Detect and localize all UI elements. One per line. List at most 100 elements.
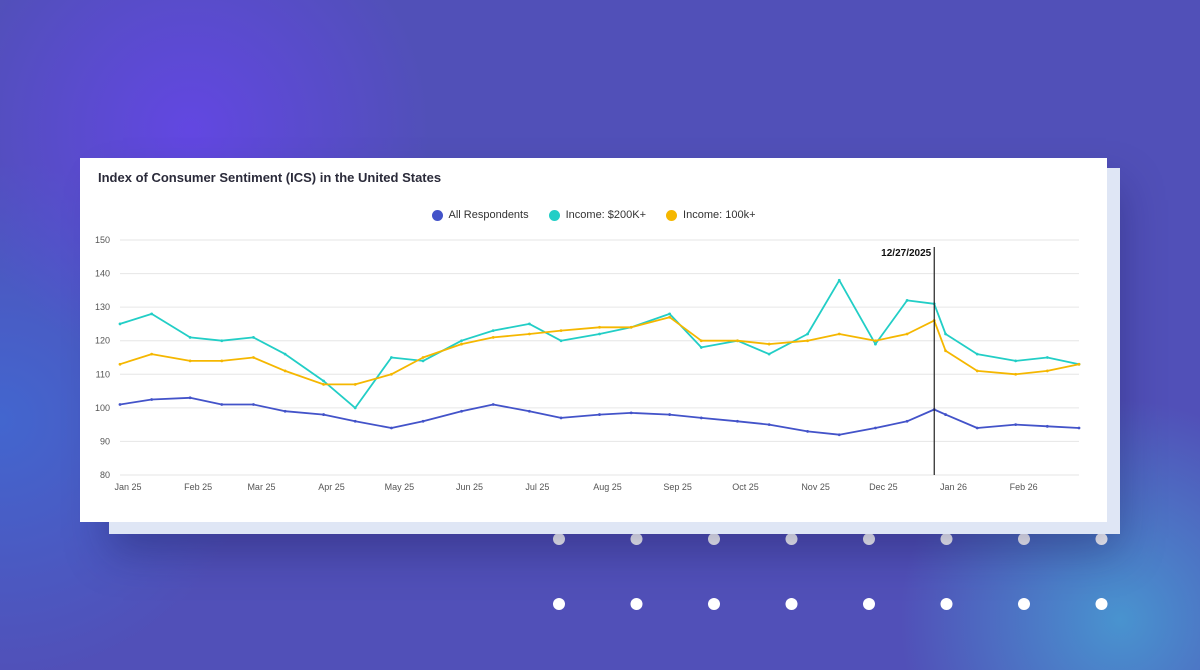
data-point	[874, 339, 877, 343]
data-point	[598, 332, 601, 336]
data-point	[322, 382, 325, 386]
data-point	[767, 423, 771, 427]
data-point	[1077, 426, 1081, 430]
data-point	[806, 429, 809, 433]
decorative-dot	[940, 598, 953, 610]
data-point	[527, 322, 531, 326]
data-point	[699, 339, 703, 343]
data-point	[252, 403, 255, 406]
data-point	[736, 339, 739, 343]
x-tick-label: Mar 25	[247, 482, 275, 492]
decorative-dot	[1095, 598, 1108, 610]
data-point	[559, 329, 563, 333]
x-tick-label: Feb 26	[1010, 482, 1038, 492]
legend-swatch-all-respondents	[431, 209, 443, 221]
data-point	[944, 332, 947, 336]
chart-card: Index of Consumer Sentiment (ICS) in the…	[80, 158, 1107, 522]
data-point	[736, 419, 739, 423]
data-point	[421, 419, 425, 423]
data-point	[1045, 356, 1049, 359]
data-point	[1014, 372, 1018, 376]
x-tick-label: Feb 25	[184, 482, 212, 492]
data-point	[283, 369, 287, 373]
x-tick-label: Jun 25	[456, 482, 483, 492]
decorative-dot	[785, 533, 798, 545]
decorative-dot	[553, 533, 565, 545]
legend-item-all-respondents[interactable]: All Respondents	[431, 209, 529, 221]
data-point	[975, 369, 979, 373]
data-point	[322, 379, 325, 383]
data-point	[527, 332, 531, 336]
decorative-dot	[630, 533, 643, 545]
legend-item-income-100k[interactable]: Income: 100k+	[666, 209, 756, 221]
data-point	[460, 409, 463, 413]
data-point	[460, 342, 463, 346]
data-point	[118, 362, 122, 366]
data-point	[837, 278, 841, 282]
data-point	[421, 359, 425, 363]
data-point	[460, 339, 463, 343]
data-point	[668, 312, 672, 316]
legend-label: Income: 100k+	[683, 209, 756, 221]
decorative-dot	[1018, 598, 1030, 610]
data-point	[188, 335, 192, 339]
data-point	[527, 409, 531, 413]
data-point	[905, 419, 909, 423]
data-point	[353, 382, 357, 386]
decorative-dot	[1095, 533, 1108, 545]
legend-item-income-200k[interactable]: Income: $200K+	[548, 209, 647, 221]
x-tick-label: Aug 25	[593, 482, 622, 492]
decorative-dot	[1018, 533, 1030, 545]
x-tick-label: Nov 25	[801, 482, 830, 492]
chart-title: Index of Consumer Sentiment (ICS) in the…	[98, 170, 442, 185]
y-tick-label: 100	[95, 403, 110, 413]
chart-legend: All Respondents Income: $200K+ Income: 1…	[80, 209, 1107, 221]
decorative-dot	[940, 533, 953, 545]
data-point	[1077, 362, 1081, 366]
data-point	[598, 325, 601, 329]
data-point	[283, 352, 287, 356]
series-line-income-200k	[119, 279, 1080, 409]
data-point	[944, 349, 947, 353]
legend-swatch-income-100k	[666, 209, 678, 221]
data-point	[598, 413, 601, 416]
data-point	[390, 356, 393, 359]
data-point	[559, 416, 563, 420]
data-point	[491, 335, 495, 339]
series-line-all-respondents	[119, 396, 1080, 436]
decorative-dot	[863, 598, 875, 610]
y-tick-label: 110	[96, 369, 110, 379]
data-point	[699, 346, 703, 349]
x-tick-label: Sep 25	[663, 482, 692, 492]
data-point	[118, 322, 122, 326]
date-marker-label: 12/27/2025	[881, 248, 931, 259]
data-point	[150, 312, 154, 316]
data-point	[252, 335, 255, 339]
data-point	[390, 372, 393, 376]
legend-label: All Respondents	[448, 209, 529, 221]
data-point	[629, 411, 633, 415]
x-tick-label: Jan 26	[940, 482, 967, 492]
data-point	[837, 433, 841, 437]
data-point	[905, 332, 909, 336]
decorative-dot	[630, 598, 643, 610]
x-tick-label: Jan 25	[114, 482, 141, 492]
data-point	[975, 352, 979, 356]
data-point	[559, 339, 563, 343]
data-point	[322, 413, 325, 416]
x-tick-label: Apr 25	[318, 482, 345, 492]
data-point	[353, 419, 357, 423]
y-tick-label: 120	[95, 336, 110, 346]
decorative-dot	[553, 598, 565, 610]
data-point	[283, 409, 287, 413]
data-point	[188, 396, 192, 400]
data-point	[491, 329, 495, 333]
series-line-income-100k	[119, 316, 1080, 386]
data-point	[874, 342, 877, 346]
legend-swatch-income-200k	[548, 209, 560, 221]
legend-label: Income: $200K+	[565, 209, 647, 221]
y-tick-label: 140	[95, 269, 110, 279]
x-tick-label: Dec 25	[869, 482, 898, 492]
data-point	[150, 398, 154, 401]
